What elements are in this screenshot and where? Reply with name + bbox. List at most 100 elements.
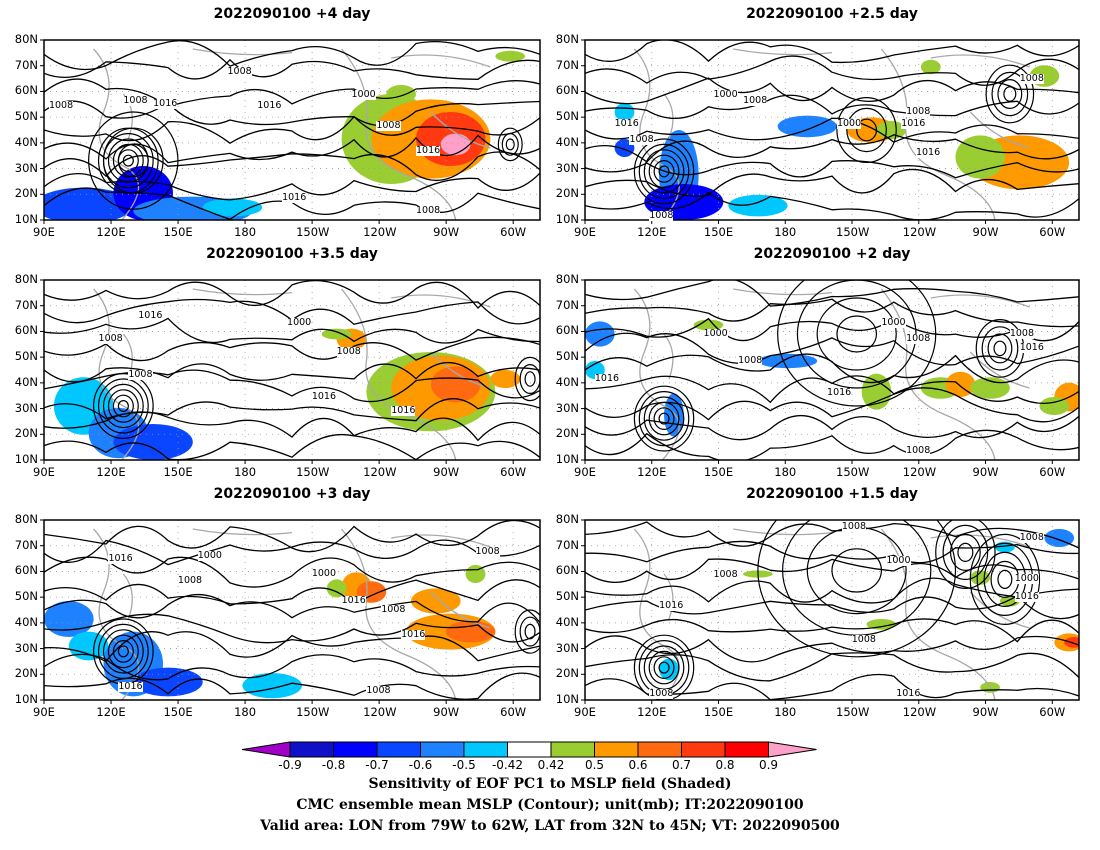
- lon-label: 90E: [574, 705, 596, 719]
- caption-line-3: Valid area: LON from 79W to 62W, LAT fro…: [260, 818, 840, 834]
- contour-value-label: 1016: [108, 553, 133, 565]
- contour-value-label: 1000: [197, 549, 222, 561]
- lon-label: 120E: [637, 225, 667, 239]
- caption-line-2: CMC ensemble mean MSLP (Contour); unit(m…: [296, 797, 804, 813]
- lat-label: 60N: [555, 563, 579, 578]
- contour-value-label: 1008: [98, 333, 123, 344]
- contour-value-label: 1016: [614, 118, 639, 130]
- sensitivity-shade: [133, 667, 203, 697]
- mslp-low-contour: [846, 107, 887, 153]
- colorbar-arrow-left: [241, 741, 291, 758]
- lat-label: 10N: [555, 692, 579, 706]
- mslp-low-contour: [648, 401, 680, 436]
- contour-value-label: 1000: [311, 567, 337, 579]
- lat-label: 60N: [14, 83, 38, 98]
- contour-value-label: 1000: [886, 555, 911, 566]
- mslp-low-contour: [997, 78, 1023, 109]
- mslp-low-contour: [117, 645, 129, 658]
- lat-label: 60N: [14, 323, 38, 338]
- contour-value-label: 1008: [906, 105, 931, 117]
- mslp-low-contour: [997, 569, 1013, 590]
- lon-label: 150W: [836, 225, 870, 239]
- contour-value-label: 1008: [1009, 327, 1035, 339]
- colorbar-swatch: [333, 741, 378, 758]
- contour-value-label: 1000: [287, 316, 312, 328]
- colorbar-swatch: [376, 741, 421, 758]
- mslp-contour: [44, 593, 540, 624]
- lon-label: 90E: [33, 225, 55, 239]
- mslp-low-contour: [836, 315, 878, 353]
- lon-label: 150W: [836, 705, 870, 719]
- coastline: [122, 573, 133, 620]
- lon-label: 120W: [902, 225, 937, 239]
- colorbar-swatch: [550, 741, 595, 758]
- mslp-low-contour: [102, 629, 144, 674]
- mslp-contour: [585, 280, 1079, 307]
- mslp-contour: [44, 653, 540, 681]
- lat-label: 10N: [14, 452, 38, 466]
- lon-label: 90E: [33, 465, 55, 479]
- lon-label: 150E: [703, 465, 734, 479]
- sensitivity-shade: [490, 370, 521, 388]
- lon-label: 180: [234, 465, 257, 479]
- lat-label: 80N: [555, 32, 579, 46]
- mslp-low-contour: [957, 542, 974, 563]
- sensitivity-shade: [920, 59, 941, 75]
- coastline: [430, 111, 491, 149]
- mslp-contour: [585, 558, 1079, 583]
- mslp-contour: [44, 58, 540, 80]
- lat-label: 20N: [14, 426, 38, 441]
- mslp-contour: [44, 336, 540, 362]
- lon-label: 90W: [433, 705, 460, 719]
- sensitivity-shade: [430, 366, 481, 403]
- contour-value-label: 1008: [738, 354, 763, 366]
- lon-label: 150E: [163, 705, 193, 719]
- lon-label: 180: [234, 705, 257, 719]
- mslp-low-contour: [102, 127, 164, 194]
- mslp-low-contour: [633, 385, 695, 452]
- mslp-low-contour: [117, 400, 129, 413]
- map-frame: [43, 519, 541, 701]
- panel-title: 2022090100 +3.5 day: [206, 246, 378, 262]
- contour-value-label: 1008: [713, 569, 738, 581]
- lon-label: 60W: [500, 705, 527, 719]
- contour-value-label: 1016: [138, 309, 163, 321]
- contour-value-label: 1016: [401, 628, 426, 640]
- lat-label: 50N: [14, 109, 38, 124]
- contour-value-label: 1016: [282, 192, 307, 203]
- contour-value-label: 1016: [257, 100, 282, 112]
- contour-value-label: 1016: [896, 688, 921, 700]
- mslp-low-contour: [981, 326, 1019, 371]
- mslp-low-contour: [991, 71, 1029, 117]
- contour-value-label: 1016: [1019, 342, 1044, 353]
- sensitivity-shade: [242, 673, 302, 699]
- mslp-low-contour: [514, 609, 540, 654]
- map-panel-1: [581, 39, 1080, 224]
- lon-label: 150E: [163, 225, 193, 239]
- mslp-low-contour: [935, 520, 996, 589]
- mslp-contour: [44, 556, 540, 588]
- lat-label: 40N: [14, 134, 38, 149]
- lon-label: 120W: [363, 705, 397, 719]
- coastline: [930, 294, 1030, 308]
- mslp-contour: [585, 77, 1079, 105]
- mslp-low-contour: [942, 524, 989, 581]
- lat-label: 60N: [555, 323, 579, 338]
- lat-label: 10N: [14, 212, 38, 226]
- lat-label: 20N: [14, 666, 38, 681]
- map-frame: [584, 39, 1080, 221]
- panel-title: 2022090100 +1.5 day: [746, 486, 918, 502]
- map-panel-0: [40, 39, 541, 224]
- panel-title: 2022090100 +2.5 day: [746, 6, 918, 22]
- lat-label: 80N: [14, 32, 38, 46]
- mslp-low-contour: [648, 650, 680, 685]
- mslp-contour: [44, 115, 540, 144]
- lat-label: 70N: [14, 537, 38, 552]
- lat-label: 30N: [14, 160, 38, 175]
- contour-value-label: 1000: [881, 316, 906, 328]
- lon-label: 120W: [363, 225, 397, 239]
- mslp-low-contour: [97, 378, 149, 434]
- lon-label: 120E: [637, 705, 667, 719]
